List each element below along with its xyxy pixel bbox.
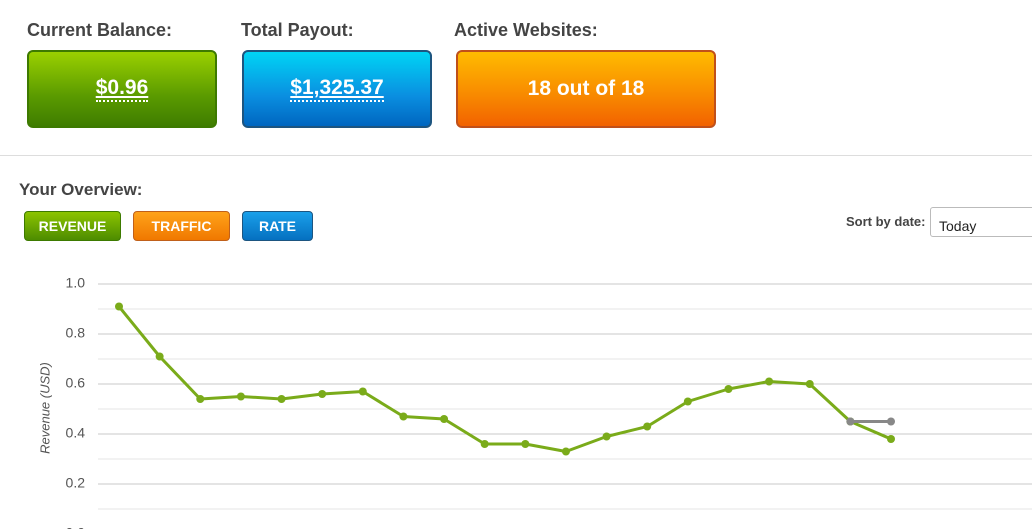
divider — [0, 155, 1032, 156]
y-tick-label: 0.4 — [66, 425, 86, 441]
data-point — [358, 387, 367, 396]
data-point — [643, 422, 652, 431]
data-point — [805, 380, 814, 388]
rate-button[interactable]: RATE — [242, 211, 313, 241]
data-point — [887, 435, 895, 443]
card-label: Active Websites: — [454, 20, 598, 40]
payout-card: $1,325.37 — [242, 50, 432, 128]
data-point — [846, 417, 855, 426]
y-tick-label: 0.2 — [66, 475, 86, 491]
card-value[interactable]: $1,325.37 — [290, 76, 384, 102]
data-point — [440, 415, 449, 423]
data-point — [480, 440, 489, 448]
y-tick-label: 0.6 — [66, 375, 86, 391]
y-tick-label: 1.0 — [66, 275, 86, 291]
data-point — [887, 417, 895, 426]
card-value[interactable]: $0.96 — [95, 76, 149, 102]
sort-select[interactable]: Today — [930, 207, 1032, 237]
data-point — [236, 392, 245, 401]
data-point — [399, 412, 408, 421]
revenue-button[interactable]: REVENUE — [24, 211, 121, 241]
y-tick-label: 0.8 — [66, 325, 86, 341]
balance-card: $0.96 — [27, 50, 217, 128]
sort-label: Sort by date: — [846, 214, 926, 229]
data-point — [277, 395, 286, 403]
websites-card: 18 out of 18 — [456, 50, 716, 128]
y-tick-label: 0.0 — [66, 525, 86, 529]
data-point — [724, 385, 733, 393]
data-point — [115, 302, 123, 311]
series-line — [117, 305, 892, 453]
card-value: 18 out of 18 — [527, 77, 645, 100]
data-point — [602, 432, 611, 441]
data-point — [196, 395, 205, 403]
data-point — [318, 390, 327, 398]
y-axis-label: Revenue (USD) — [37, 362, 52, 454]
data-point — [155, 352, 164, 361]
data-point — [683, 397, 692, 406]
data-point — [765, 377, 774, 386]
data-point — [521, 440, 530, 448]
card-label: Total Payout: — [241, 20, 354, 40]
overview-title: Your Overview: — [19, 180, 143, 199]
card-label: Current Balance: — [27, 20, 173, 40]
data-point — [561, 447, 570, 456]
traffic-button[interactable]: TRAFFIC — [133, 211, 230, 241]
